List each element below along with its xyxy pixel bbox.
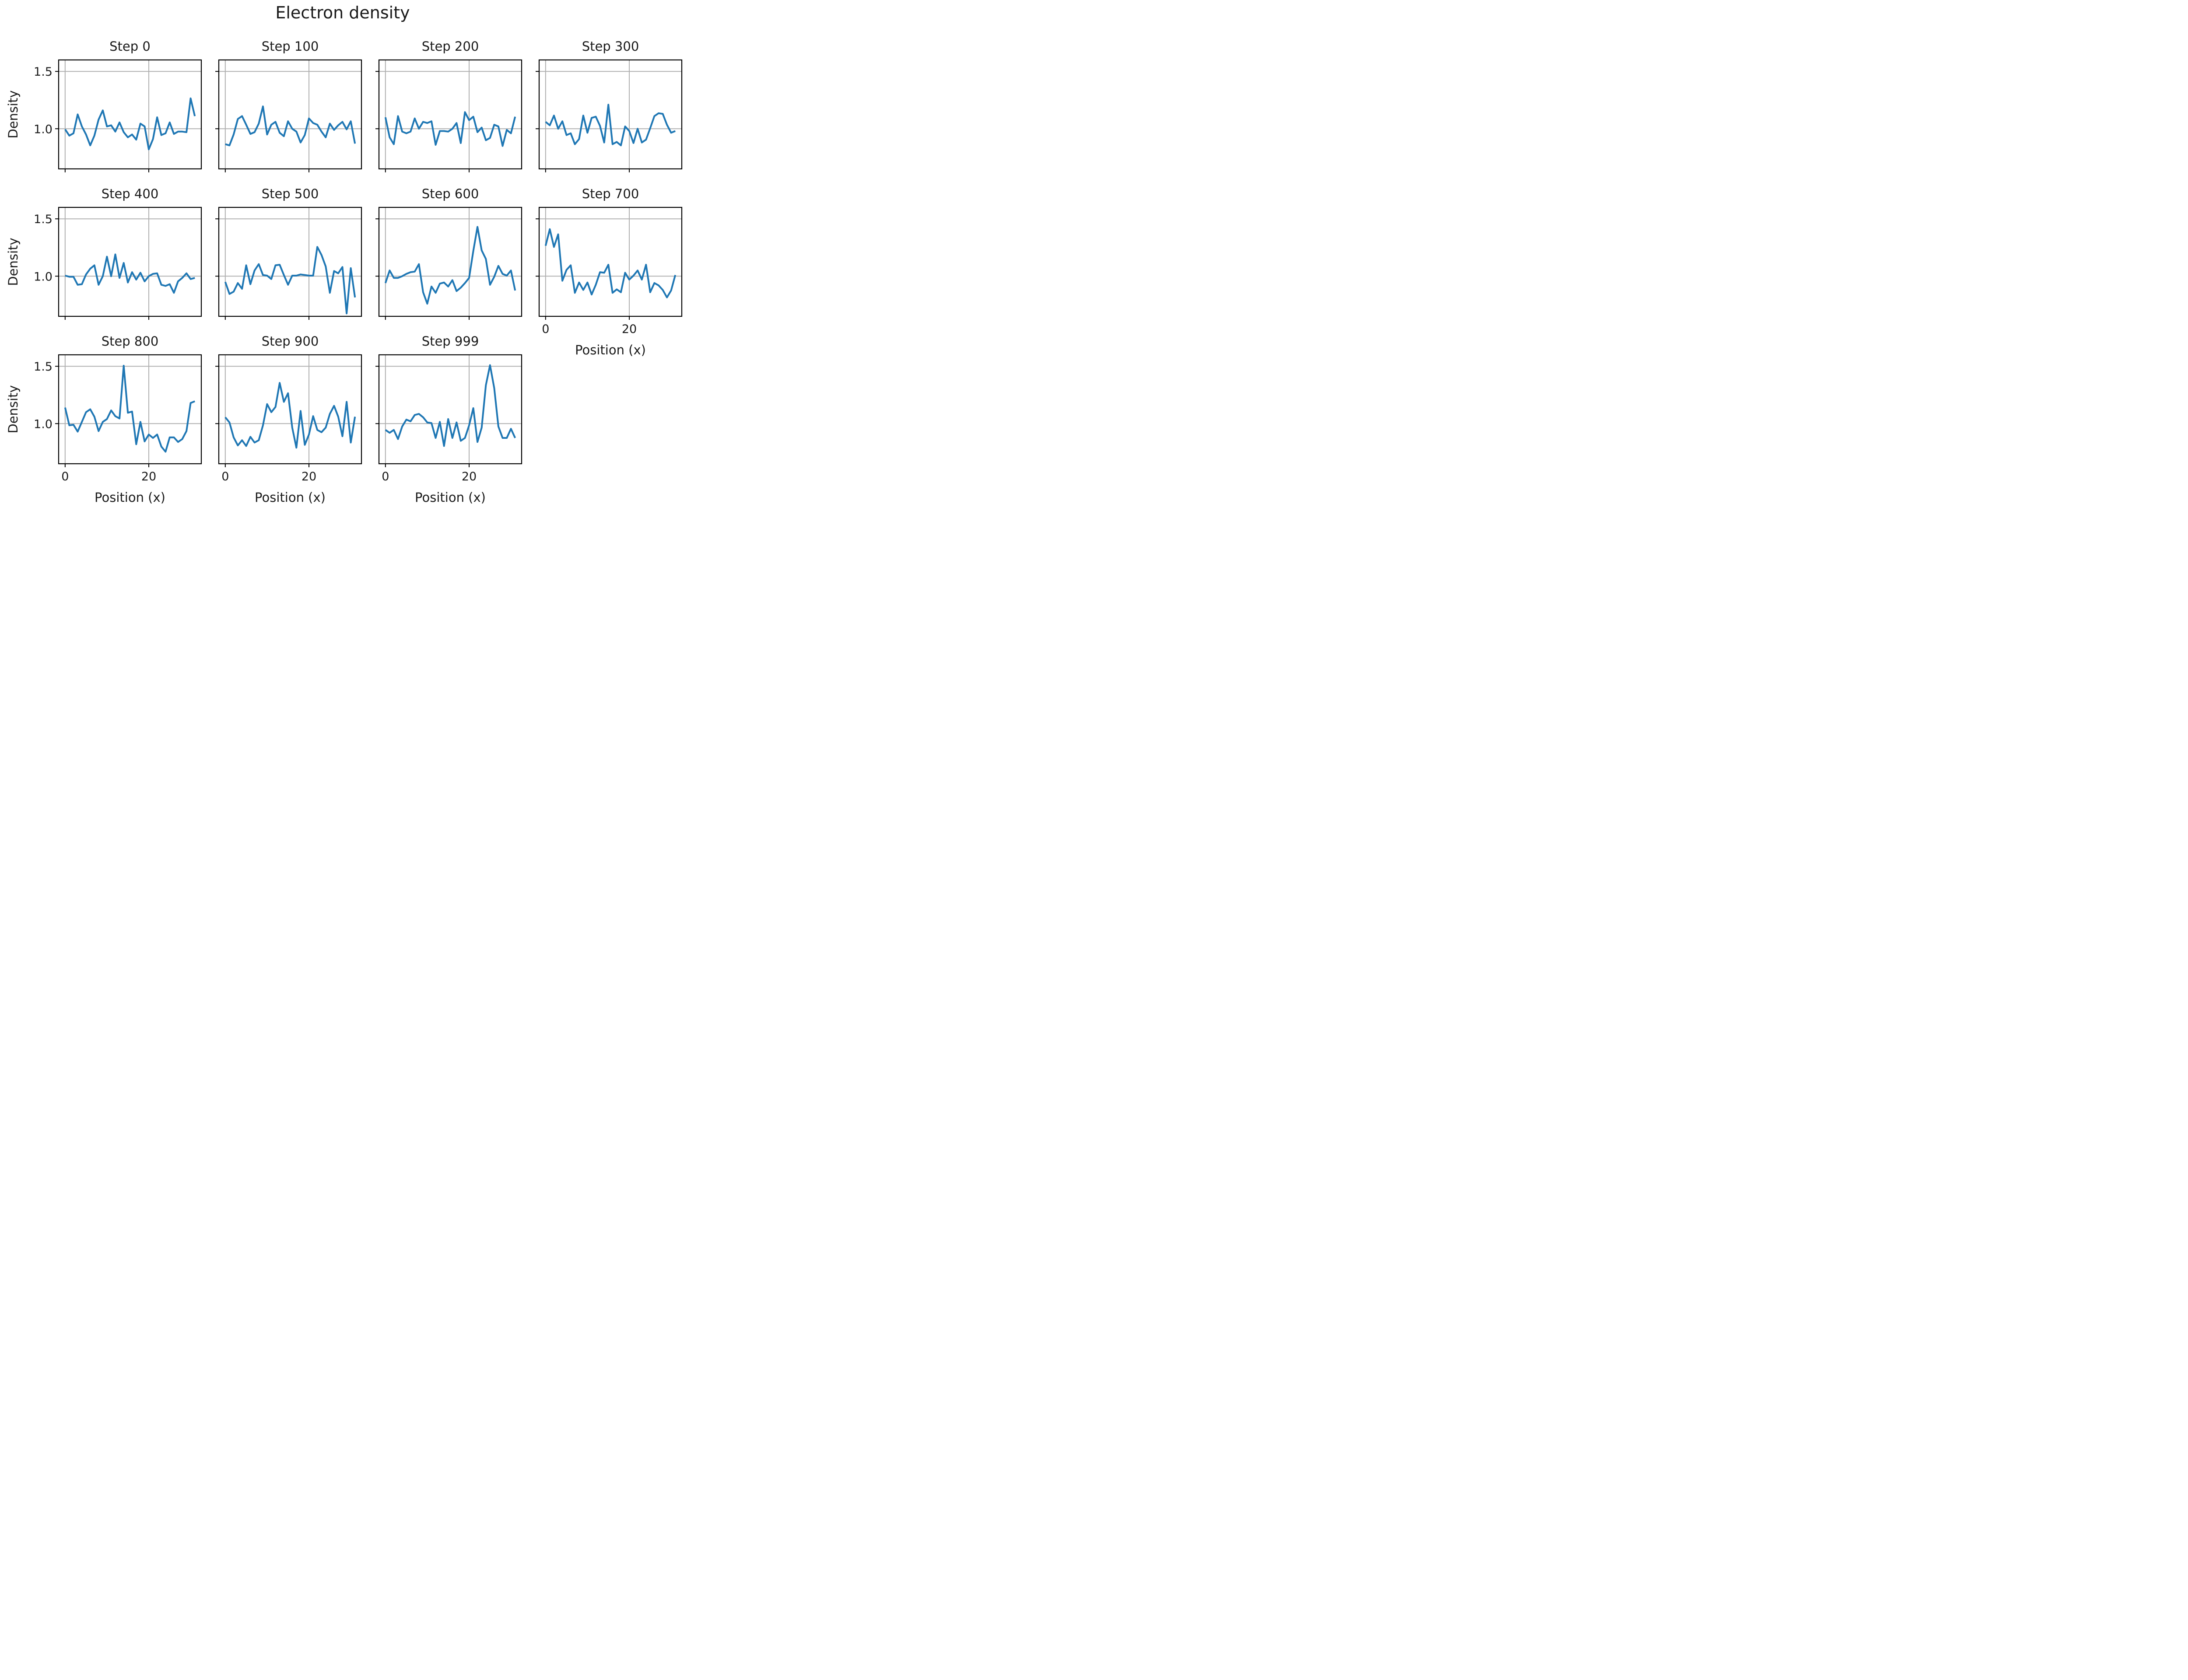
x-axis-label: Position (x)	[415, 490, 486, 505]
y-axis-label: Density	[6, 238, 21, 286]
axes-frame	[218, 354, 362, 465]
panel-title: Step 800	[102, 334, 159, 349]
axes-frame	[378, 354, 522, 465]
axes-frame	[378, 59, 522, 170]
panel: Step 600	[375, 186, 522, 320]
x-tick-label: 0	[542, 322, 549, 336]
electron-density-figure: Electron density Step 01.01.5DensityStep…	[6, 3, 683, 505]
y-tick-label: 1.0	[34, 270, 53, 284]
panel: Step 300	[536, 39, 683, 172]
density-series-line	[224, 382, 356, 449]
density-series-line	[384, 226, 516, 305]
density-series-line	[65, 253, 195, 294]
y-axis-label: Density	[6, 385, 21, 433]
y-tick-label: 1.0	[34, 417, 53, 431]
panel-grid: Step 0 1.0 1.5 Density Step 100 Step 200 Step …	[6, 39, 683, 505]
density-series-line	[385, 364, 516, 447]
panel-title: Step 900	[262, 334, 319, 349]
x-tick-label: 0	[382, 470, 389, 483]
axes-frame	[58, 206, 202, 317]
density-series-line	[545, 104, 676, 147]
panel: Step 900 0 20 Position (x)	[215, 334, 362, 505]
density-series-line	[225, 105, 356, 147]
panel: Step 500	[215, 186, 362, 320]
axes-frame	[218, 206, 362, 317]
y-tick-label: 1.0	[34, 122, 53, 136]
density-series-line	[64, 97, 196, 150]
axes-frame	[58, 59, 202, 170]
axes-frame	[538, 206, 683, 317]
y-tick-label: 1.5	[34, 360, 53, 374]
density-series-line	[384, 111, 516, 147]
panel: Step 200	[375, 39, 522, 172]
axes-frame	[218, 59, 362, 170]
panel-title: Step 500	[262, 186, 319, 201]
y-tick-label: 1.5	[34, 213, 53, 226]
panel-title: Step 100	[262, 39, 319, 54]
x-tick-label: 0	[61, 470, 69, 483]
x-tick-label: 20	[302, 470, 316, 483]
panel: Step 800 1.0 1.5 Density 0 20 Position (x)	[6, 334, 202, 505]
panel-title: Step 999	[422, 334, 479, 349]
panel: Step 100	[215, 39, 362, 172]
x-tick-label: 20	[141, 470, 156, 483]
panel: Step 400 1.0 1.5 Density	[6, 186, 202, 320]
x-axis-label: Position (x)	[95, 490, 165, 505]
figure-title: Electron density	[275, 3, 410, 22]
x-axis-label: Position (x)	[255, 490, 326, 505]
y-tick-label: 1.5	[34, 65, 53, 79]
axes-frame	[538, 59, 683, 170]
panel: Step 999 0 20 Position (x)	[375, 334, 522, 505]
panel-title: Step 700	[582, 186, 639, 201]
density-series-line	[64, 364, 195, 453]
x-tick-label: 20	[462, 470, 477, 483]
panel-title: Step 200	[422, 39, 479, 54]
panel-title: Step 300	[582, 39, 639, 54]
y-axis-label: Density	[6, 90, 21, 138]
panel-title: Step 600	[422, 186, 479, 201]
density-series-line	[224, 246, 356, 315]
density-series-line	[544, 228, 677, 298]
panel-title: Step 0	[109, 39, 151, 54]
axes-frame	[378, 206, 522, 317]
x-tick-label: 0	[221, 470, 229, 483]
axes-frame	[58, 354, 202, 465]
x-tick-label: 20	[622, 322, 637, 336]
x-axis-label: Position (x)	[575, 343, 646, 357]
panel: Step 700 0 20 Position (x)	[536, 186, 683, 357]
panel: Step 0 1.0 1.5 Density	[6, 39, 202, 172]
panel-title: Step 400	[102, 186, 159, 201]
